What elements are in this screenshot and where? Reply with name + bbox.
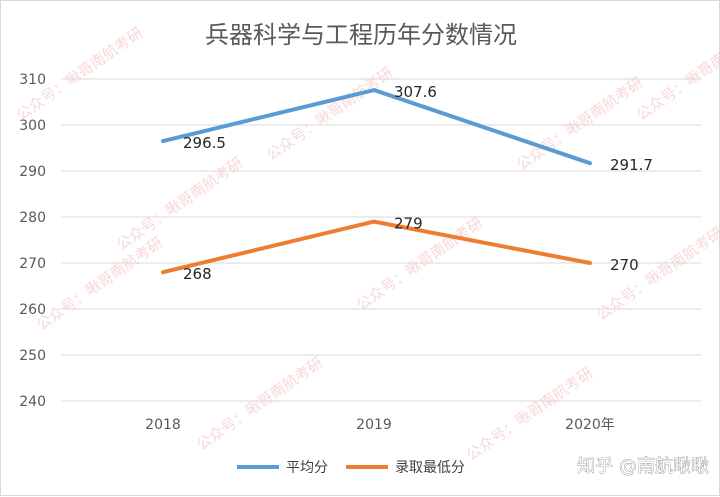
data-label: 270 bbox=[610, 256, 639, 274]
series-layer bbox=[161, 88, 592, 275]
data-label: 291.7 bbox=[610, 156, 653, 174]
legend-label-min: 录取最低分 bbox=[395, 460, 465, 476]
y-tick-label: 270 bbox=[19, 256, 46, 272]
data-label: 268 bbox=[183, 265, 212, 283]
y-tick-label: 290 bbox=[19, 164, 46, 180]
y-tick-label: 250 bbox=[19, 348, 46, 364]
watermark-text: 公众号：啾哥南航考研 bbox=[633, 23, 720, 124]
series-line bbox=[161, 88, 592, 166]
x-axis-ticks: 2018 2019 2020年 bbox=[145, 417, 615, 433]
gridlines bbox=[61, 78, 701, 402]
y-axis-ticks: 240 250 260 270 280 290 300 310 bbox=[19, 72, 46, 410]
chart-title: 兵器科学与工程历年分数情况 bbox=[205, 21, 517, 49]
x-tick-label: 2020年 bbox=[565, 417, 615, 433]
legend: 平均分 录取最低分 bbox=[237, 460, 465, 476]
y-tick-label: 260 bbox=[19, 302, 46, 318]
data-label: 279 bbox=[394, 215, 423, 233]
watermark-text: 公众号：啾哥南航考研 bbox=[33, 233, 166, 334]
watermark-text: 公众号：啾哥南航考研 bbox=[193, 353, 326, 454]
data-labels: 296.5 307.6 291.7 268 279 270 bbox=[183, 83, 653, 283]
x-tick-label: 2018 bbox=[145, 417, 181, 433]
credit-watermark: 知乎 @南航啾啾 bbox=[577, 456, 709, 477]
data-label: 296.5 bbox=[183, 134, 226, 152]
y-tick-label: 280 bbox=[19, 210, 46, 226]
y-tick-label: 300 bbox=[19, 118, 46, 134]
data-label: 307.6 bbox=[394, 83, 437, 101]
y-tick-label: 310 bbox=[19, 72, 46, 88]
x-tick-label: 2019 bbox=[356, 417, 392, 433]
watermark-text: 公众号：啾哥南航考研 bbox=[463, 363, 596, 464]
series-line bbox=[161, 219, 592, 275]
watermark-text: 公众号：啾哥南航考研 bbox=[113, 153, 246, 254]
y-tick-label: 240 bbox=[19, 394, 46, 410]
legend-label-avg: 平均分 bbox=[286, 460, 328, 476]
